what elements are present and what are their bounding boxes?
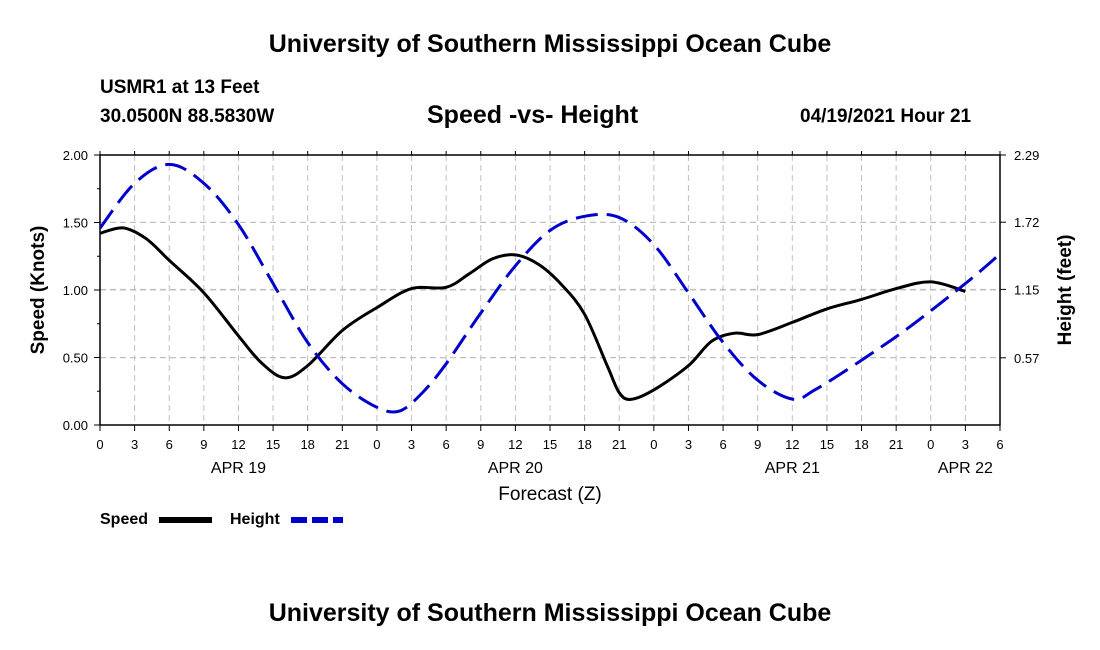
x-tick-label: 6 <box>443 437 450 452</box>
x-tick-label: 3 <box>962 437 969 452</box>
y-left-tick-label: 1.50 <box>63 216 88 231</box>
y-left-tick-label: 0.50 <box>63 351 88 366</box>
y-right-axis-title: Height (feet) <box>1055 235 1076 346</box>
x-tick-label: 12 <box>231 437 245 452</box>
x-tick-label: 0 <box>927 437 934 452</box>
forecast-datetime: 04/19/2021 Hour 21 <box>800 106 972 127</box>
x-tick-label: 9 <box>754 437 761 452</box>
x-tick-label: 3 <box>131 437 138 452</box>
footer-title: University of Southern Mississippi Ocean… <box>268 599 832 627</box>
x-axis-title: Forecast (Z) <box>498 484 601 505</box>
x-tick-label: 12 <box>508 437 522 452</box>
x-tick-label: 9 <box>477 437 484 452</box>
x-date-label: APR 19 <box>211 460 266 477</box>
station-coordinates: 30.0500N 88.5830W <box>100 106 275 127</box>
station-label: USMR1 at 13 Feet <box>100 77 260 98</box>
x-tick-label: 21 <box>335 437 349 452</box>
x-tick-label: 3 <box>685 437 692 452</box>
y-left-tick-label: 1.00 <box>63 283 88 298</box>
x-tick-label: 18 <box>854 437 868 452</box>
legend-label-height: Height <box>230 511 280 528</box>
y-left-axis-title: Speed (Knots) <box>28 226 49 355</box>
x-tick-label: 15 <box>820 437 834 452</box>
x-tick-label: 15 <box>543 437 557 452</box>
x-tick-label: 0 <box>96 437 103 452</box>
x-tick-label: 21 <box>612 437 626 452</box>
y-right-tick-label: 1.15 <box>1014 282 1039 297</box>
series-line-height <box>100 162 1000 414</box>
x-tick-label: 6 <box>719 437 726 452</box>
x-tick-label: 6 <box>166 437 173 452</box>
y-left-tick-label: 2.00 <box>63 148 88 163</box>
x-tick-label: 18 <box>577 437 591 452</box>
y-right-tick-label: 2.29 <box>1014 148 1039 163</box>
x-tick-label: 21 <box>889 437 903 452</box>
chart-title: Speed -vs- Height <box>427 101 639 129</box>
x-tick-label: 12 <box>785 437 799 452</box>
legend-label-speed: Speed <box>100 511 148 528</box>
x-tick-label: 18 <box>300 437 314 452</box>
y-right-tick-label: 0.57 <box>1014 351 1039 366</box>
y-left-tick-label: 0.00 <box>63 418 88 433</box>
x-tick-label: 0 <box>373 437 380 452</box>
x-tick-label: 6 <box>996 437 1003 452</box>
x-date-label: APR 22 <box>938 460 993 477</box>
x-tick-label: 0 <box>650 437 657 452</box>
y-right-tick-label: 1.72 <box>1014 215 1039 230</box>
x-date-label: APR 21 <box>765 460 820 477</box>
x-date-label: APR 20 <box>488 460 543 477</box>
series-line-speed <box>100 226 966 401</box>
page-title: University of Southern Mississippi Ocean… <box>268 30 832 58</box>
x-tick-label: 9 <box>200 437 207 452</box>
x-tick-label: 15 <box>266 437 280 452</box>
x-tick-label: 3 <box>408 437 415 452</box>
